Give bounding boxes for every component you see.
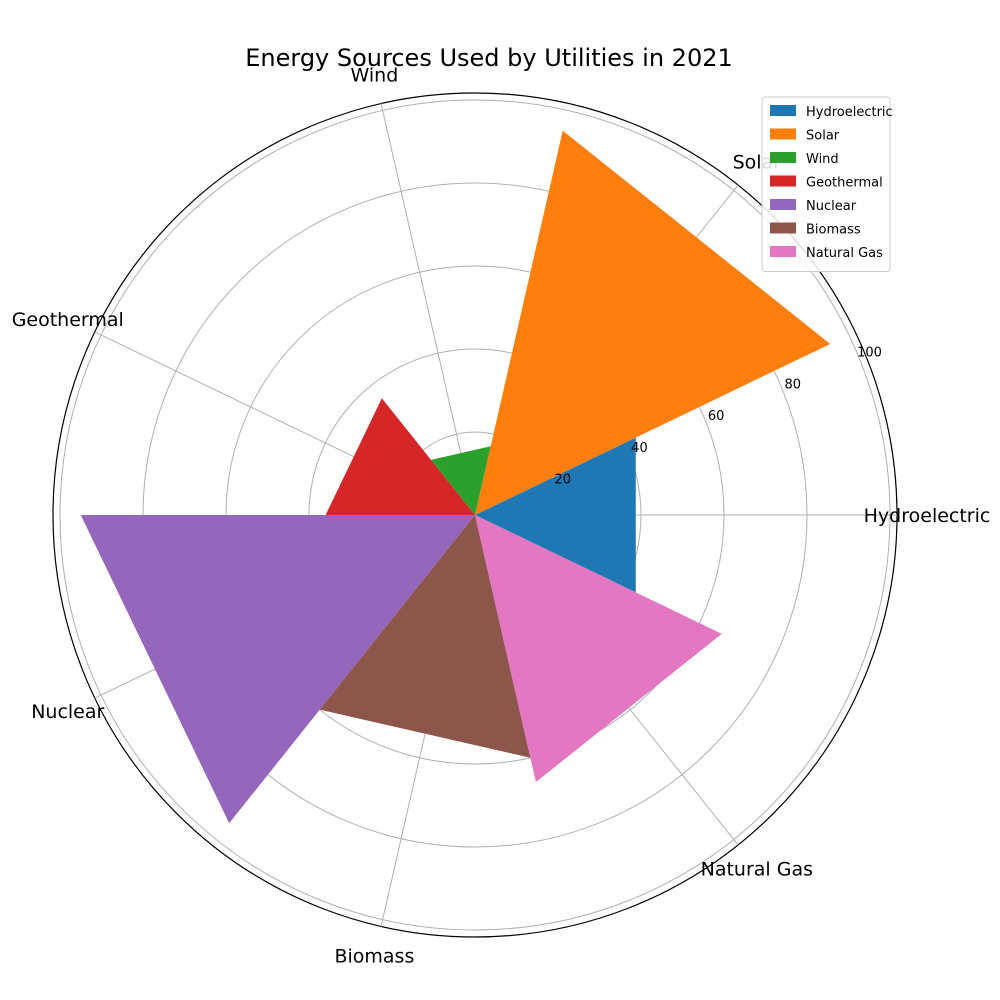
r-tick-label-80: 80 — [785, 377, 802, 392]
legend-swatch-wind — [770, 152, 796, 163]
legend-label-natural-gas: Natural Gas — [806, 246, 883, 261]
legend-label-hydroelectric: Hydroelectric — [806, 105, 893, 120]
legend-swatch-hydroelectric — [770, 105, 796, 116]
grid-spoke-wind — [380, 103, 476, 516]
category-label-natural-gas: Natural Gas — [701, 858, 813, 880]
legend-label-geothermal: Geothermal — [806, 176, 883, 191]
bar-wind — [431, 446, 491, 515]
bar-geothermal — [325, 398, 475, 515]
bar-biomass — [319, 515, 531, 758]
legend-label-solar: Solar — [806, 129, 840, 144]
radial-ticks: 20 40 60 80 100 — [554, 346, 881, 488]
r-tick-label-40: 40 — [631, 441, 648, 456]
chart-title: Energy Sources Used by Utilities in 2021 — [245, 44, 733, 72]
r-tick-label-20: 20 — [554, 473, 571, 488]
category-label-hydroelectric: Hydroelectric — [864, 505, 991, 527]
bar-natural-gas — [475, 515, 722, 783]
legend: Hydroelectric Solar Wind Geothermal Nuclear B… — [761, 96, 893, 272]
r-tick-label-100: 100 — [857, 346, 882, 361]
bar-nuclear — [80, 515, 475, 824]
bar-hydroelectric — [475, 437, 636, 593]
category-label-biomass: Biomass — [334, 946, 414, 968]
legend-label-wind: Wind — [806, 152, 839, 167]
legend-swatch-geothermal — [770, 175, 796, 187]
legend-swatch-natural-gas — [770, 246, 796, 257]
legend-swatch-nuclear — [770, 199, 796, 210]
legend-label-nuclear: Nuclear — [806, 199, 857, 214]
bar-solar — [475, 130, 831, 515]
bars — [80, 130, 831, 824]
legend-swatch-solar — [770, 128, 796, 140]
legend-swatch-biomass — [770, 222, 796, 234]
category-label-geothermal: Geothermal — [12, 309, 124, 331]
legend-label-biomass: Biomass — [806, 223, 861, 238]
r-tick-label-60: 60 — [708, 409, 725, 424]
category-label-wind: Wind — [351, 64, 399, 86]
category-label-nuclear: Nuclear — [31, 701, 104, 723]
